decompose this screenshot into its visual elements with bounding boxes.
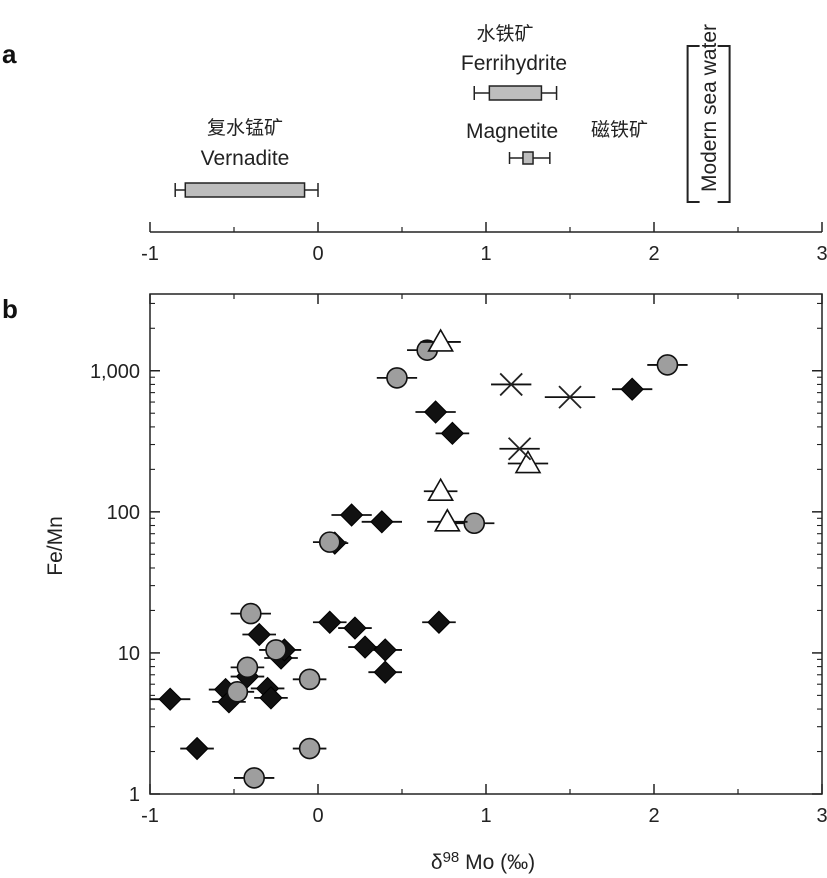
ferrihydrite-label: Ferrihydrite (461, 52, 567, 75)
vernadite-label: Vernadite (201, 147, 290, 170)
x-label-rest: Mo (‰) (459, 851, 535, 874)
x-tick-label: 1 (480, 805, 491, 827)
circle-point (463, 512, 486, 535)
circle-point (318, 531, 341, 553)
diamond-point (423, 400, 448, 424)
triangle-point (427, 328, 455, 352)
y-tick-label: 100 (107, 502, 140, 524)
diamond-point (339, 503, 364, 527)
diamond-point (370, 510, 394, 534)
circle-point (386, 367, 408, 389)
panel-a-boxes (174, 85, 558, 198)
panel-a-tick-label: 1 (480, 243, 491, 265)
x-axis-label: δ98 Mo (‰) (431, 849, 535, 874)
diamond-point (373, 638, 397, 662)
x-label-delta: δ (431, 851, 443, 874)
magnetite-cn-label: 磁铁矿 (591, 119, 648, 141)
diamond-point (620, 377, 644, 401)
vernadite-box (184, 182, 306, 198)
diamond-point (318, 610, 342, 634)
cross-point (499, 372, 523, 397)
cross-point (507, 437, 532, 461)
panel-a-tick-label: 2 (648, 243, 659, 265)
magnetite-label: Magnetite (466, 120, 558, 143)
panel-a-tick-label: -1 (141, 243, 159, 265)
diamond-point (185, 736, 209, 761)
y-tick-label: 1,000 (90, 361, 140, 383)
sea-water-label: Modern sea water (698, 24, 721, 192)
panel-a: -1 0 1 2 3 (141, 85, 827, 265)
panel-b-points (150, 328, 688, 789)
vernadite-cn-label: 复水锰矿 (207, 117, 283, 139)
y-tick-label: 10 (118, 643, 140, 665)
sea-water-bracket-right (717, 45, 731, 203)
panel-a-tick-label: 0 (312, 243, 323, 265)
triangle-point (433, 508, 461, 532)
circle-point (236, 656, 259, 679)
x-label-superscript: 98 (443, 849, 460, 866)
circle-point (243, 767, 265, 789)
x-tick-label: 3 (816, 805, 827, 827)
cross-point (558, 385, 582, 409)
panel-b: -1 0 1 2 3 1 10 100 1,000 (90, 293, 827, 827)
x-tick-label: 0 (312, 805, 323, 827)
diamond-point (259, 686, 283, 710)
triangle-point (514, 449, 542, 474)
panel-b-ticks: -1 0 1 2 3 1 10 100 1,000 (90, 294, 827, 827)
diamond-point (440, 421, 465, 446)
circle-point (226, 681, 249, 703)
y-axis-label: Fe/Mn (44, 516, 67, 576)
diamond-point (427, 610, 451, 634)
magnetite-box (522, 151, 534, 165)
sea-water-bracket-left (686, 45, 700, 203)
triangle-point (427, 477, 455, 502)
panel-a-label: a (2, 39, 17, 69)
x-tick-label: -1 (141, 805, 159, 827)
circle-point (240, 602, 262, 625)
diamond-point (343, 616, 367, 640)
y-tick-label: 1 (129, 784, 140, 806)
circle-point (656, 354, 679, 376)
ferrihydrite-cn-label: 水铁矿 (476, 23, 533, 45)
circle-point (298, 668, 321, 691)
circle-point (298, 737, 321, 760)
panel-a-tick-label: 3 (816, 243, 827, 265)
diamond-point (373, 660, 397, 684)
panel-b-frame (149, 293, 823, 795)
diamond-point (158, 687, 182, 711)
x-tick-label: 2 (648, 805, 659, 827)
panel-a-ticks: -1 0 1 2 3 (141, 222, 827, 265)
diamond-point (353, 635, 377, 659)
diamond-point (247, 622, 271, 647)
circle-point (265, 639, 287, 661)
panel-b-label: b (2, 294, 18, 324)
ferrihydrite-box (488, 85, 543, 101)
